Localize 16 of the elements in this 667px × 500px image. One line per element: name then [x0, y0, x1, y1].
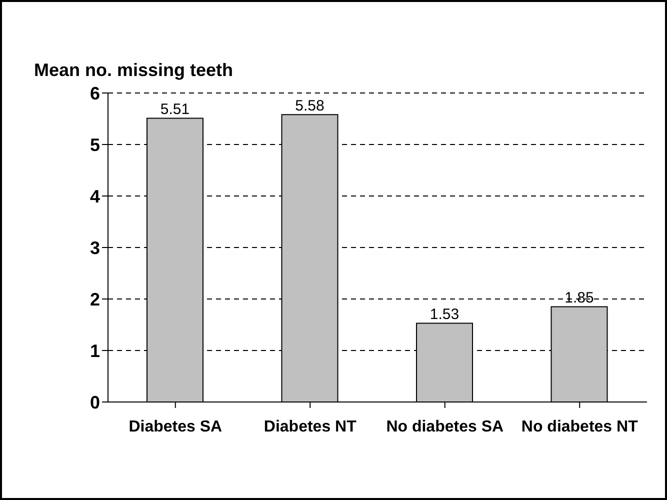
y-tick-label: 1	[90, 340, 100, 361]
y-axis-title: Mean no. missing teeth	[34, 60, 234, 81]
y-tick-label: 5	[90, 134, 100, 155]
y-tick-label: 6	[90, 83, 100, 104]
data-label: 5.58	[295, 98, 324, 115]
x-tick-label: Diabetes NT	[264, 418, 357, 436]
data-label: 1.85	[564, 290, 594, 307]
x-tick-label: Diabetes SA	[128, 418, 222, 436]
data-label: 1.53	[430, 306, 460, 324]
y-tick-label: 2	[90, 289, 100, 310]
y-tick-label: 3	[90, 238, 100, 258]
x-tick-label: No diabetes NT	[521, 418, 638, 436]
y-tick-label: 4	[90, 186, 100, 206]
y-tick-label: 0	[90, 392, 100, 412]
x-tick-label: No diabetes SA	[386, 418, 504, 436]
data-label: 5.51	[160, 101, 190, 118]
